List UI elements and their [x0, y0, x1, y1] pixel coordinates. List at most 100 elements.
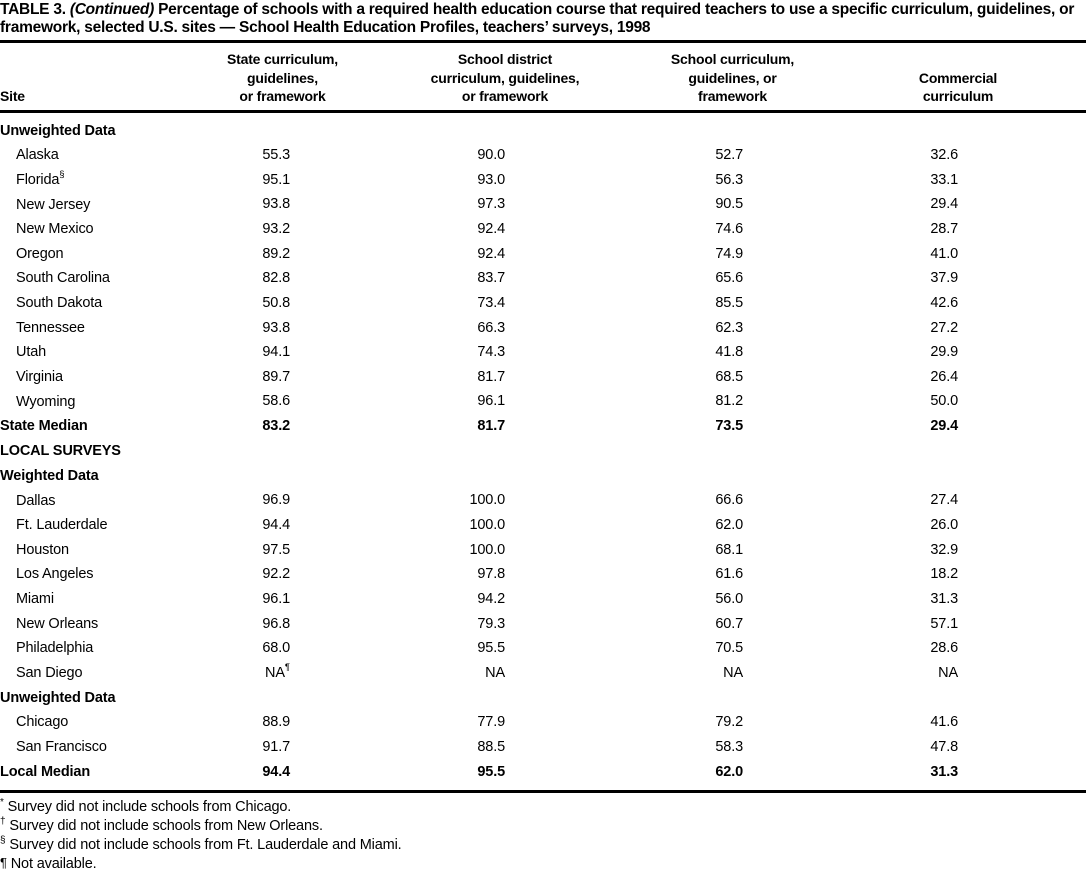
- value-cell: 58.3: [715, 738, 743, 755]
- section-row: Unweighted Data: [0, 684, 1086, 709]
- footnote-text: Survey did not include schools from Ft. …: [9, 837, 402, 854]
- continued-label: (Continued): [69, 1, 155, 18]
- value-cell: 55.3: [262, 147, 290, 164]
- value-cell: 68.5: [715, 368, 743, 385]
- site-cell: Dallas: [16, 492, 56, 509]
- value-cell: 100.0: [469, 541, 505, 558]
- footnote-text: Survey did not include schools from New …: [9, 818, 323, 835]
- table-row: Florida§ 95.1 93.0 56.3 33.1: [0, 166, 1086, 191]
- value-cell: 68.0: [262, 640, 290, 657]
- footnote-marker: §: [59, 168, 65, 180]
- footnote-marker: §: [0, 835, 6, 847]
- value-cell: 100.0: [469, 517, 505, 534]
- value-cell: 74.9: [715, 245, 743, 262]
- site-cell: Oregon: [16, 245, 64, 262]
- site-cell: Ft. Lauderdale: [16, 517, 108, 534]
- value-cell: NA: [485, 664, 505, 681]
- section-label: Weighted Data: [0, 467, 99, 484]
- value-cell: 52.7: [715, 147, 743, 164]
- table-row: Los Angeles 92.2 97.8 61.6 18.2: [0, 560, 1086, 585]
- site-cell: South Dakota: [16, 294, 103, 311]
- value-cell: NA: [723, 664, 743, 681]
- table-row: Alaska 55.3 90.0 52.7 32.6: [0, 141, 1086, 166]
- value-cell: 28.7: [930, 221, 958, 237]
- value-cell: 81.2: [715, 393, 743, 410]
- table-row: Oregon 89.2 92.4 74.9 41.0: [0, 240, 1086, 265]
- site-cell: South Carolina: [16, 270, 110, 287]
- table-row: Virginia 89.7 81.7 68.5 26.4: [0, 363, 1086, 388]
- value-cell: 93.0: [477, 171, 505, 188]
- site-cell: Utah: [16, 344, 47, 361]
- value-cell: 57.1: [930, 615, 958, 632]
- value-cell: 66.3: [477, 319, 505, 336]
- table-row: San Diego NA¶ NA NA NA: [0, 659, 1086, 684]
- value-cell: 27.2: [930, 319, 958, 336]
- value-cell: 29.4: [930, 418, 958, 435]
- footnote-marker: *: [0, 797, 4, 809]
- section-label: Unweighted Data: [0, 689, 116, 706]
- table-row: Utah 94.1 74.3 41.8 29.9: [0, 338, 1086, 363]
- value-cell: 81.7: [477, 368, 505, 385]
- footnote-text: Survey did not include schools from Chic…: [7, 799, 292, 816]
- value-cell: 79.2: [715, 714, 743, 731]
- value-cell: 83.7: [477, 270, 505, 287]
- value-cell: 32.6: [930, 147, 958, 164]
- value-cell: 66.6: [715, 492, 743, 509]
- value-cell: 32.9: [930, 541, 958, 558]
- value-cell: 93.2: [262, 221, 290, 237]
- table-row: Ft. Lauderdale 94.4 100.0 62.0 26.0: [0, 511, 1086, 536]
- value-cell: 89.7: [262, 368, 290, 385]
- site-cell: Wyoming: [16, 393, 76, 410]
- table-row: San Francisco 91.7 88.5 58.3 47.8: [0, 733, 1086, 758]
- value-cell: 96.1: [262, 590, 290, 607]
- value-cell: 100.0: [469, 492, 505, 509]
- table-row: Dallas 96.9 100.0 66.6 27.4: [0, 487, 1086, 512]
- site-cell: New Mexico: [16, 221, 94, 237]
- value-cell: 42.6: [930, 294, 958, 311]
- top-rule: [0, 40, 1086, 43]
- site-cell: Philadelphia: [16, 640, 94, 657]
- footnote-marker: ¶: [284, 661, 290, 673]
- value-cell: 81.7: [477, 418, 505, 435]
- site-cell: Tennessee: [16, 319, 85, 336]
- value-cell: 33.1: [930, 171, 958, 188]
- value-cell: 68.1: [715, 541, 743, 558]
- value-cell: 65.6: [715, 270, 743, 287]
- value-cell: 90.0: [477, 147, 505, 164]
- table-caption: Percentage of schools with a required he…: [0, 1, 1075, 36]
- value-cell: 92.4: [477, 245, 505, 262]
- footnote: * Survey did not include schools from Ch…: [0, 798, 1086, 817]
- col-header-school-curriculum: School curriculum, guidelines, or framew…: [615, 43, 850, 113]
- value-cell: 85.5: [715, 294, 743, 311]
- data-table: Site State curriculum, guidelines, or fr…: [0, 43, 1086, 782]
- section-row: Weighted Data: [0, 462, 1086, 487]
- value-cell: 73.4: [477, 294, 505, 311]
- median-row: State Median 83.2 81.7 73.5 29.4: [0, 412, 1086, 437]
- group-label: LOCAL SURVEYS: [0, 442, 121, 459]
- col-header-state-curriculum: State curriculum, guidelines, or framewo…: [170, 43, 395, 113]
- site-cell: Chicago: [16, 714, 69, 731]
- col-header-district-curriculum: School district curriculum, guidelines, …: [395, 43, 615, 113]
- footnote: § Survey did not include schools from Ft…: [0, 836, 1086, 855]
- value-cell: 56.0: [715, 590, 743, 607]
- value-cell: 92.2: [262, 566, 290, 583]
- table-row: Tennessee 93.8 66.3 62.3 27.2: [0, 314, 1086, 339]
- value-cell: 56.3: [715, 171, 743, 188]
- value-cell: 95.5: [477, 640, 505, 657]
- table-row: New Mexico 93.2 92.4 74.6 28.7: [0, 215, 1086, 240]
- value-cell: 96.8: [262, 615, 290, 632]
- group-row: LOCAL SURVEYS: [0, 437, 1086, 462]
- value-cell: 96.9: [262, 492, 290, 509]
- value-cell: 26.4: [930, 368, 958, 385]
- value-cell: 47.8: [930, 738, 958, 755]
- value-cell: 96.1: [477, 393, 505, 410]
- value-cell: 60.7: [715, 615, 743, 632]
- value-cell: 50.8: [262, 294, 290, 311]
- value-cell: NA: [938, 664, 958, 681]
- site-cell: San Diego: [16, 664, 83, 681]
- table-row: South Dakota 50.8 73.4 85.5 42.6: [0, 289, 1086, 314]
- value-cell: 28.6: [930, 640, 958, 657]
- value-cell: 61.6: [715, 566, 743, 583]
- site-cell: Virginia: [16, 368, 63, 385]
- site-cell: New Orleans: [16, 615, 99, 632]
